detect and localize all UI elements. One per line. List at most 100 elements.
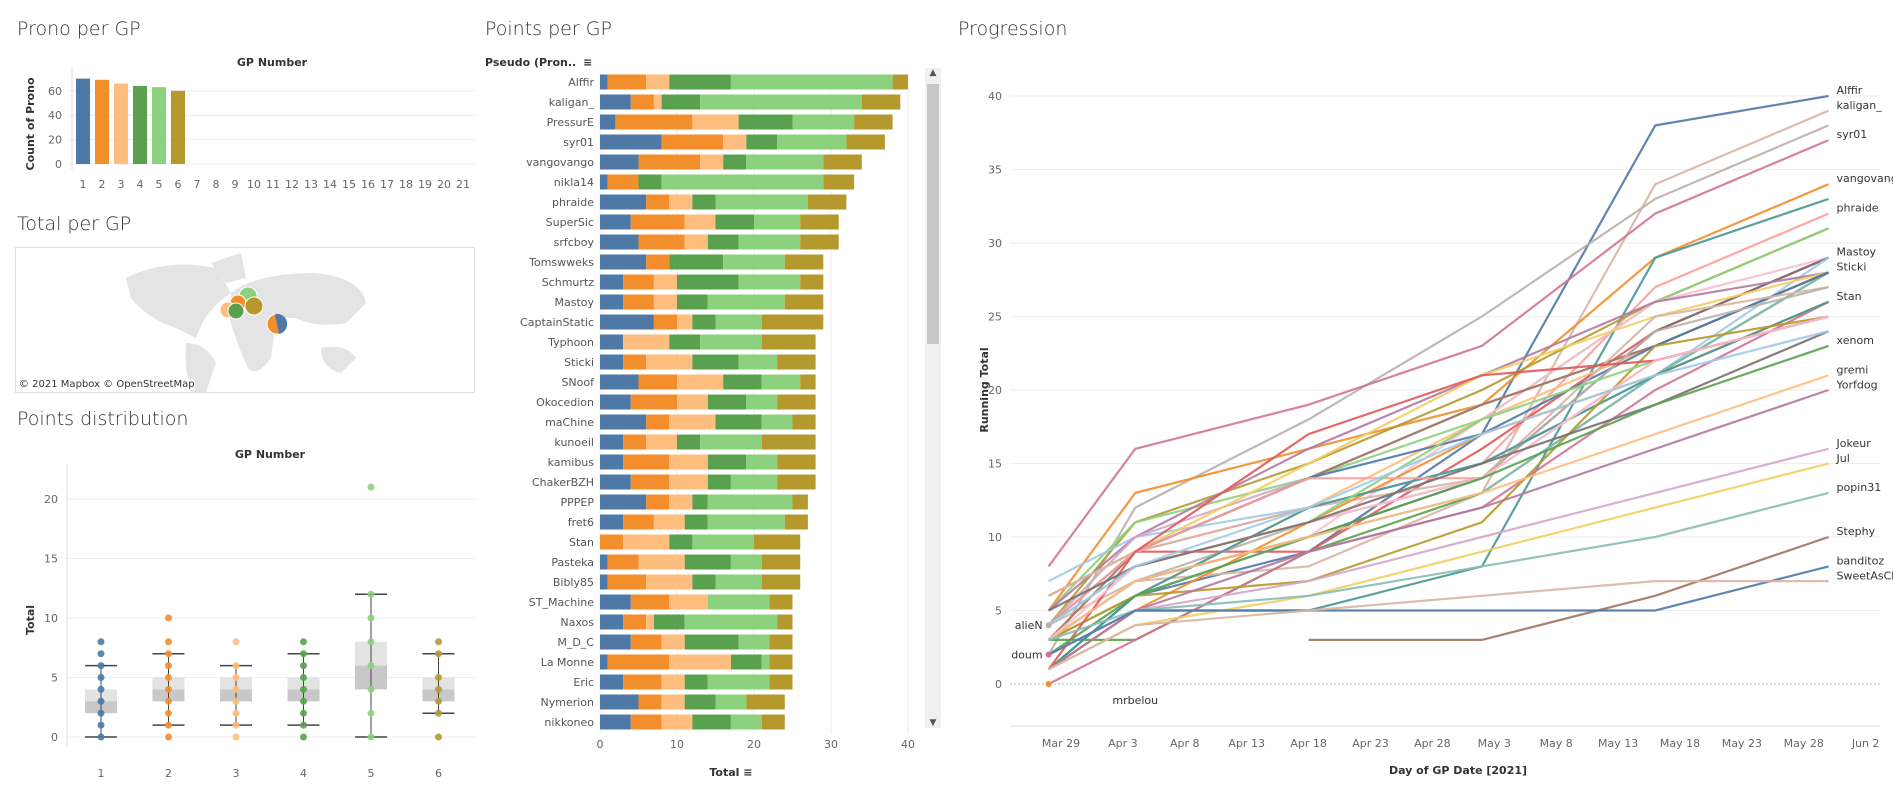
- row-label: ChakerBZH: [532, 476, 594, 489]
- bar-segment-gp6: [792, 414, 816, 430]
- bar-segment-gp1: [600, 194, 647, 210]
- x-tick-label: 0: [597, 738, 604, 751]
- series-line-Eric: [1047, 315, 1829, 641]
- data-point: [367, 638, 375, 646]
- end-label: Stan: [1837, 290, 1862, 303]
- x-tick-label: 6: [175, 178, 182, 191]
- bar-segment-gp6: [784, 514, 808, 530]
- bar-segment-gp5: [700, 94, 862, 110]
- bar-segment-gp3: [700, 154, 724, 170]
- bar-segment-gp5: [730, 714, 762, 730]
- x-tick-label: Apr 18: [1290, 737, 1327, 750]
- world-map[interactable]: © 2021 Mapbox © OpenStreetMap: [15, 247, 475, 393]
- bar-segment-gp4: [707, 394, 747, 410]
- bar-segment-gp5: [738, 634, 770, 650]
- bar-segment-gp1: [600, 594, 631, 610]
- bar-segment-gp6: [892, 74, 908, 90]
- bar-segment-gp3: [646, 354, 693, 370]
- bar-segment-gp1: [600, 214, 631, 230]
- bar-segment-gp5: [746, 154, 824, 170]
- bar-segment-gp3: [646, 434, 677, 450]
- points-title: Points per GP: [485, 18, 612, 40]
- map-title: Total per GP: [17, 213, 132, 235]
- row-label: kunoeil: [554, 436, 594, 449]
- bar-segment-gp2: [630, 474, 670, 490]
- y-tick-label: 15: [988, 458, 1002, 471]
- start-label: mrbelou: [1112, 694, 1158, 707]
- row-label: Schmurtz: [542, 276, 595, 289]
- bar-segment-gp4: [738, 114, 793, 130]
- bar-segment-gp3: [623, 534, 670, 550]
- bar-segment-gp6: [807, 194, 847, 210]
- data-point: [367, 590, 375, 598]
- data-point: [232, 697, 240, 705]
- bar-segment-gp6: [761, 434, 816, 450]
- bar-segment-gp1: [600, 314, 654, 330]
- bar-segment-gp1: [600, 74, 608, 90]
- y-tick-label: 10: [44, 612, 58, 625]
- sort-icon[interactable]: ≡: [583, 56, 593, 69]
- bar-segment-gp1: [600, 714, 631, 730]
- series-point-doum: [1045, 651, 1052, 658]
- x-tick-label: 17: [380, 178, 394, 191]
- scroll-up-icon[interactable]: ▲: [929, 68, 937, 78]
- bar-segment-gp4: [746, 134, 778, 150]
- bar-segment-gp3: [661, 714, 693, 730]
- bar-segment-gp1: [600, 414, 647, 430]
- scroll-down-icon[interactable]: ▼: [929, 718, 937, 728]
- series-line-SNoof: [1047, 271, 1829, 612]
- bar-segment-gp6: [800, 214, 839, 230]
- scroll-thumb[interactable]: [927, 84, 939, 344]
- distribution-chart: GP Number Total 0 5 10 15 20 1 2 3 4 5 6: [24, 448, 475, 780]
- bar-segment-gp4: [692, 314, 716, 330]
- bar-segment-gp1: [600, 94, 631, 110]
- bar-segment-gp4: [638, 174, 662, 190]
- y-tick-label: 40: [48, 109, 62, 122]
- data-point: [300, 697, 307, 705]
- y-tick-label: 0: [55, 158, 62, 171]
- x-tick-label: Mar 29: [1042, 737, 1080, 750]
- bar-segment-gp1: [600, 674, 624, 690]
- bar-segment-gp6: [769, 654, 793, 670]
- bar-segment-gp5: [746, 394, 778, 410]
- data-point: [367, 733, 375, 741]
- start-label: doum: [1011, 649, 1042, 662]
- bar-segment-gp1: [600, 454, 624, 470]
- bar-segment-gp5: [715, 314, 762, 330]
- data-point: [97, 674, 105, 681]
- end-label: Alffir: [1837, 84, 1863, 97]
- data-point: [165, 697, 172, 705]
- x-tick-label: 21: [456, 178, 470, 191]
- data-point: [97, 662, 105, 670]
- land-masses: [126, 253, 366, 392]
- pseudo-header[interactable]: Pseudo (Pron.. ≡: [485, 56, 592, 69]
- bar-segment-gp1: [600, 494, 647, 510]
- bar-segment-gp4: [723, 154, 747, 170]
- data-point: [232, 733, 240, 741]
- x-tick-label: 8: [213, 178, 220, 191]
- data-point: [97, 685, 105, 693]
- end-label: kaligan_: [1837, 99, 1883, 112]
- bar-segment-gp2: [623, 614, 647, 630]
- bar-segment-gp3: [661, 634, 685, 650]
- bar-segment-gp5: [730, 554, 762, 570]
- bar-segment-gp1: [600, 274, 624, 290]
- bar-segment-gp2: [646, 194, 670, 210]
- bar-segment-gp2: [630, 394, 677, 410]
- bar-segment-gp2: [646, 254, 670, 270]
- bar-segment-gp5: [738, 274, 801, 290]
- y-tick-label: 0: [995, 678, 1002, 691]
- x-tick-label: May 18: [1660, 737, 1700, 750]
- row-label: maChine: [545, 416, 594, 429]
- bar-segment-gp3: [669, 654, 731, 670]
- points-scrollbar[interactable]: ▲ ▼: [925, 68, 941, 728]
- x-tick-label: 2: [165, 767, 172, 780]
- bar-segment-gp5: [692, 534, 754, 550]
- series-line-SweetAsChurBro: [1048, 579, 1829, 671]
- pseudo-header-label: Pseudo (Pron..: [485, 56, 577, 69]
- bar-segment-gp6: [846, 134, 885, 150]
- x-tick-label: 10: [670, 738, 684, 751]
- bar-segment-gp1: [600, 294, 624, 310]
- x-tick-label: 19: [418, 178, 432, 191]
- bar-segment-gp3: [661, 674, 685, 690]
